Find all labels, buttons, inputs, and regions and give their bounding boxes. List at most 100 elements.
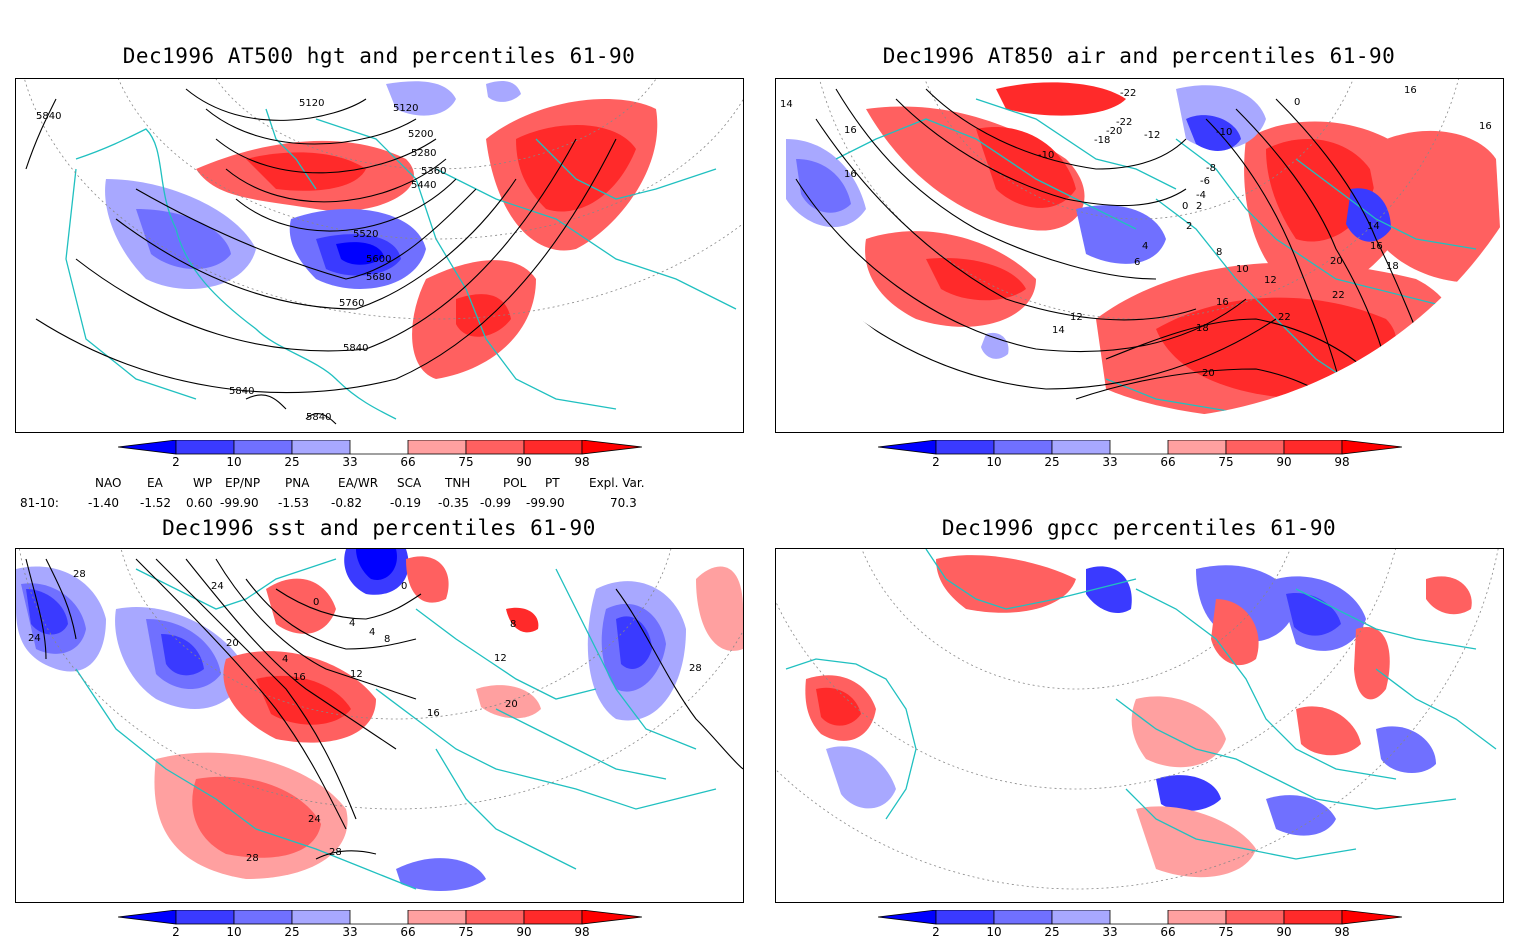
map-panel-hgt500: 5120 5120 5200 5280 5360 5440 5520 5600 … — [15, 78, 744, 433]
colorbar-arrow-low — [877, 909, 937, 925]
contour-label: 5840 — [229, 386, 254, 397]
contour-label: 24 — [308, 814, 321, 825]
contour-label: 12 — [494, 653, 507, 664]
colorbar-tick-label: 25 — [284, 455, 300, 469]
contour-label: 0 — [1182, 201, 1188, 212]
colorbar-arrow-high — [1341, 909, 1403, 925]
teleconnection-index-name: POL — [503, 476, 527, 490]
latitude-circles — [24, 79, 743, 320]
colorbar-tick-label: 25 — [1044, 925, 1060, 939]
teleconnection-index-value: -0.99 — [480, 496, 512, 510]
colorbar-tick-label: 10 — [226, 455, 242, 469]
teleconnection-index-value: -1.52 — [140, 496, 172, 510]
latitude-circles — [19, 549, 743, 810]
colorbar-swatch — [1051, 909, 1111, 925]
colorbar-swatch — [291, 909, 351, 925]
contour-label: 28 — [246, 853, 259, 864]
colorbar-tick-label: 98 — [574, 455, 590, 469]
contour-label: 22 — [1278, 312, 1291, 323]
colorbar-swatch — [407, 909, 467, 925]
teleconnection-index-name: TNH — [445, 476, 471, 490]
sst-contours — [25, 558, 743, 860]
colorbar-swatch — [1225, 439, 1285, 455]
colorbar-tick-label: 98 — [1334, 455, 1350, 469]
air850-map: -22 -22 -20 -18 -12 -10 -10 -8 -6 -4 0 0… — [776, 79, 1503, 419]
colorbar-tick-label: 66 — [1160, 455, 1176, 469]
colorbar-tick-label: 66 — [1160, 925, 1176, 939]
gpcc-map — [776, 549, 1499, 890]
contour-label: 8 — [510, 619, 516, 630]
contour-label: 2 — [1186, 221, 1192, 232]
contour-label: -8 — [1206, 163, 1216, 174]
coastlines — [75, 558, 717, 890]
colorbar-swatch — [1167, 439, 1227, 455]
contour-label: 28 — [73, 569, 86, 580]
colorbar-swatch — [523, 909, 583, 925]
panel-title-gpcc: Dec1996 gpcc percentiles 61-90 — [941, 516, 1337, 540]
coastlines — [65, 108, 737, 420]
colorbar-tick-label: 98 — [574, 925, 590, 939]
contour-label: 5200 — [408, 129, 433, 140]
teleconnection-index-value: -99.90 — [526, 496, 565, 510]
contour-label: 5120 — [393, 103, 418, 114]
colorbar-tick-label: 75 — [458, 925, 474, 939]
contour-label: 4 — [349, 618, 355, 629]
contour-label: 16 — [427, 708, 440, 719]
panel-title-air850: Dec1996 AT850 air and percentiles 61-90 — [882, 44, 1396, 68]
teleconnection-index-value: -0.82 — [331, 496, 363, 510]
contour-label: 0 — [1294, 97, 1300, 108]
panel-title-sst: Dec1996 sst and percentiles 61-90 — [162, 516, 596, 540]
contour-label: 5520 — [353, 229, 378, 240]
contour-label: -4 — [1196, 190, 1206, 201]
teleconnection-index-value: -0.35 — [438, 496, 470, 510]
contour-label: 5280 — [411, 148, 436, 159]
contour-label: -10 — [1038, 150, 1054, 161]
contour-label: 5120 — [299, 98, 324, 109]
contour-label: 16 — [844, 169, 857, 180]
colorbar-tick-label: 10 — [986, 925, 1002, 939]
colorbar-tick-label: 10 — [986, 455, 1002, 469]
colorbar-swatch — [523, 439, 583, 455]
colorbar-arrow-low — [117, 439, 177, 455]
contour-labels: 28 24 24 20 16 12 12 8 8 4 4 4 0 0 16 20… — [28, 569, 702, 864]
teleconnection-index-name: EA/WR — [338, 476, 379, 490]
colorbar-tick-label: 2 — [172, 925, 180, 939]
colorbar-swatches — [117, 439, 643, 455]
contour-label: 12 — [350, 669, 363, 680]
height-contours — [25, 88, 617, 425]
colorbar-swatch — [1225, 909, 1285, 925]
colorbar-swatch — [1283, 439, 1343, 455]
colorbar-tick-label: 90 — [516, 455, 532, 469]
teleconnection-index-name: WP — [193, 476, 213, 490]
contour-label: 12 — [1070, 312, 1083, 323]
teleconnection-index-name: EA — [147, 476, 163, 490]
contour-label: 5600 — [366, 254, 391, 265]
colorbar-arrow-high — [581, 439, 643, 455]
contour-label: 18 — [1386, 261, 1399, 272]
colorbar-tick-label: 33 — [342, 925, 358, 939]
colorbar-swatch — [175, 909, 235, 925]
colorbar-swatch — [935, 909, 995, 925]
colorbar-swatches — [877, 439, 1403, 455]
map-panel-air850: -22 -22 -20 -18 -12 -10 -10 -8 -6 -4 0 0… — [775, 78, 1504, 433]
contour-label: -6 — [1200, 176, 1210, 187]
teleconnection-index-name: NAO — [95, 476, 122, 490]
contour-label: 0 — [313, 597, 319, 608]
colorbar-tick-label: 66 — [400, 455, 416, 469]
colorbar-tick-label: 90 — [1276, 925, 1292, 939]
colorbar-tick-label: 33 — [342, 455, 358, 469]
colorbar-arrow-high — [581, 909, 643, 925]
contour-label: 16 — [1216, 297, 1229, 308]
colorbar-swatch — [465, 439, 525, 455]
colorbar-swatch — [1283, 909, 1343, 925]
contour-label: 22 — [1332, 290, 1345, 301]
contour-labels: -22 -22 -20 -18 -12 -10 -10 -8 -6 -4 0 0… — [780, 85, 1492, 379]
contour-label: 20 — [226, 638, 239, 649]
colorbar-top-left: 2 10 25 33 66 75 90 98 — [117, 439, 643, 476]
colorbar-swatch — [1051, 439, 1111, 455]
colorbar-tick-label: 2 — [932, 455, 940, 469]
contour-label: -22 — [1116, 117, 1132, 128]
colorbar-swatch — [175, 439, 235, 455]
colorbar-tick-label: 2 — [172, 455, 180, 469]
teleconnection-index-value: -1.53 — [278, 496, 310, 510]
